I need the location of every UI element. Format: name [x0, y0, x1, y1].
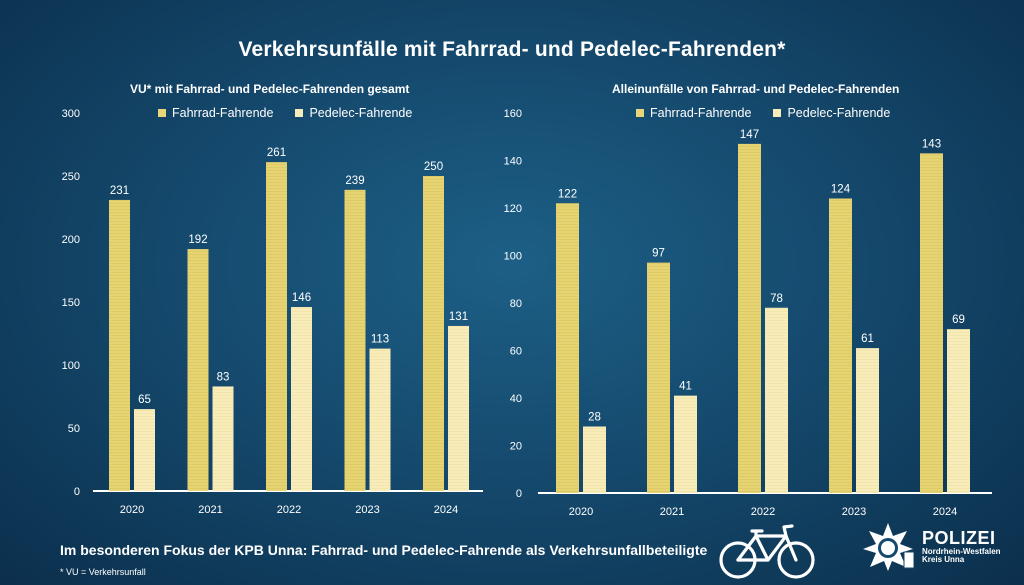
- bar-pedelec: [674, 395, 697, 493]
- bar-fahrrad: [109, 199, 130, 491]
- bar-pedelec: [856, 348, 879, 493]
- police-star-icon: [863, 523, 914, 571]
- data-label: 61: [861, 333, 874, 345]
- y-tick-label: 60: [510, 346, 522, 358]
- page-title: Verkehrsunfälle mit Fahrrad- und Pedelec…: [238, 38, 786, 61]
- y-tick-label: 150: [62, 297, 80, 309]
- data-label: 41: [679, 381, 692, 393]
- logo-line2: Kreis Unna: [922, 555, 965, 565]
- data-label: 147: [740, 129, 759, 141]
- legend-swatch-fahrrad: [158, 109, 166, 117]
- legend-label-pedelec: Pedelec-Fahrende: [309, 106, 413, 120]
- chart1-legend-item-fahrrad: Fahrrad-Fahrende: [158, 106, 273, 120]
- bar-fahrrad: [647, 262, 670, 493]
- data-label: 122: [558, 188, 577, 200]
- chart1-plot: 0 50 100 150 200 250 300 231 65 2020 192 83 2021 261 1…: [62, 108, 483, 516]
- y-tick-label: 250: [62, 171, 80, 183]
- data-label: 78: [770, 293, 783, 305]
- bar-fahrrad: [738, 143, 761, 493]
- bar-pedelec: [291, 307, 312, 491]
- data-label: 143: [922, 138, 941, 150]
- bicycle-icon: [718, 522, 816, 585]
- legend-swatch-pedelec: [773, 109, 782, 117]
- chart2-legend-item-pedelec: Pedelec-Fahrende: [773, 106, 890, 120]
- x-tick-label: 2022: [277, 504, 301, 516]
- legend-swatch-pedelec: [295, 109, 304, 117]
- bar-pedelec: [947, 329, 970, 493]
- bar-pedelec: [134, 409, 155, 491]
- chart1-title: VU* mit Fahrrad- und Pedelec-Fahrenden g…: [130, 82, 410, 96]
- bar-fahrrad: [344, 189, 366, 492]
- chart1-legend: Fahrrad-Fahrende Pedelec-Fahrende: [158, 106, 434, 120]
- y-tick-label: 100: [504, 251, 522, 263]
- bar-pedelec: [212, 386, 234, 491]
- y-tick-label: 0: [74, 486, 80, 498]
- legend-swatch-fahrrad: [636, 109, 644, 117]
- legend-label-fahrrad: Fahrrad-Fahrende: [650, 106, 752, 120]
- bar-fahrrad: [556, 203, 579, 493]
- x-tick-label: 2024: [933, 506, 957, 518]
- data-label: 124: [831, 184, 851, 196]
- x-tick-label: 2023: [355, 504, 379, 516]
- data-label: 146: [292, 292, 311, 304]
- data-label: 97: [652, 248, 665, 260]
- footnote: * VU = Verkehrsunfall: [60, 567, 146, 577]
- data-label: 231: [110, 185, 129, 197]
- x-tick-label: 2022: [751, 506, 775, 518]
- bar-fahrrad: [266, 162, 287, 491]
- data-label: 192: [188, 234, 207, 246]
- logo-title: POLIZEI: [922, 528, 996, 549]
- data-label: 65: [138, 394, 151, 406]
- data-label: 239: [345, 175, 364, 187]
- police-logo: POLIZEI Nordrhein-Westfalen Kreis Unna: [862, 522, 1001, 572]
- y-tick-label: 50: [68, 423, 80, 435]
- bar-fahrrad: [829, 198, 852, 493]
- logo-line1: Nordrhein-Westfalen: [922, 547, 1001, 557]
- data-label: 69: [952, 314, 965, 326]
- chart2-title: Alleinunfälle von Fahrrad- und Pedelec-F…: [612, 82, 900, 96]
- data-label: 83: [217, 371, 230, 383]
- y-tick-label: 160: [504, 108, 522, 120]
- legend-label-pedelec: Pedelec-Fahrende: [787, 106, 891, 120]
- y-tick-label: 80: [510, 298, 522, 310]
- y-tick-label: 300: [62, 108, 80, 120]
- bar-pedelec: [583, 426, 606, 493]
- bar-fahrrad: [187, 249, 209, 491]
- y-tick-label: 0: [516, 488, 522, 500]
- y-tick-label: 120: [504, 203, 522, 215]
- y-tick-label: 20: [510, 441, 522, 453]
- y-tick-label: 100: [62, 360, 80, 372]
- bar-fahrrad: [423, 176, 444, 491]
- y-tick-label: 40: [510, 393, 522, 405]
- footer-text: Im besonderen Fokus der KPB Unna: Fahrra…: [60, 542, 708, 558]
- chart2-legend: Fahrrad-Fahrende Pedelec-Fahrende: [636, 106, 912, 120]
- x-tick-label: 2021: [660, 506, 684, 518]
- chart1-legend-item-pedelec: Pedelec-Fahrende: [295, 106, 412, 120]
- bar-pedelec: [765, 307, 788, 493]
- bar-fahrrad: [920, 153, 943, 493]
- data-label: 250: [424, 161, 443, 173]
- data-label: 261: [267, 147, 286, 159]
- data-label: 131: [449, 311, 468, 323]
- x-tick-label: 2020: [569, 506, 593, 518]
- x-tick-label: 2021: [198, 504, 222, 516]
- x-tick-label: 2023: [842, 506, 866, 518]
- data-label: 28: [588, 412, 601, 424]
- bar-pedelec: [448, 325, 469, 491]
- y-tick-label: 200: [62, 234, 80, 246]
- x-tick-label: 2020: [120, 504, 144, 516]
- x-tick-label: 2024: [434, 504, 458, 516]
- chart2-legend-item-fahrrad: Fahrrad-Fahrende: [636, 106, 751, 120]
- data-label: 113: [371, 334, 389, 346]
- legend-label-fahrrad: Fahrrad-Fahrende: [172, 106, 274, 120]
- chart2-plot: 0 20 40 60 80 100 120 140 160 122 28 2020 97 41 2021 14…: [504, 108, 992, 518]
- y-tick-label: 140: [504, 156, 522, 168]
- bar-pedelec: [369, 348, 391, 491]
